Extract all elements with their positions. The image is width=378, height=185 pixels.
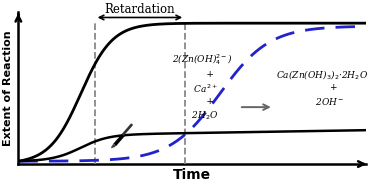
Polygon shape bbox=[114, 134, 124, 146]
Polygon shape bbox=[112, 144, 115, 148]
Text: Ca(Zn(OH)$_3$)$_2$$\cdot$2H$_2$O
        +
     2OH$^-$: Ca(Zn(OH)$_3$)$_2$$\cdot$2H$_2$O + 2OH$^… bbox=[276, 68, 369, 107]
X-axis label: Time: Time bbox=[173, 168, 211, 182]
Y-axis label: Extent of Reaction: Extent of Reaction bbox=[3, 30, 13, 146]
Text: 2(Zn(OH)$_4^{2-}$)
     +
  Ca$^{2+}$
     +
  2H$_2$O: 2(Zn(OH)$_4^{2-}$) + Ca$^{2+}$ + 2H$_2$O bbox=[172, 53, 233, 122]
Polygon shape bbox=[122, 124, 132, 135]
Polygon shape bbox=[112, 144, 115, 148]
Text: Retardation: Retardation bbox=[105, 3, 175, 16]
